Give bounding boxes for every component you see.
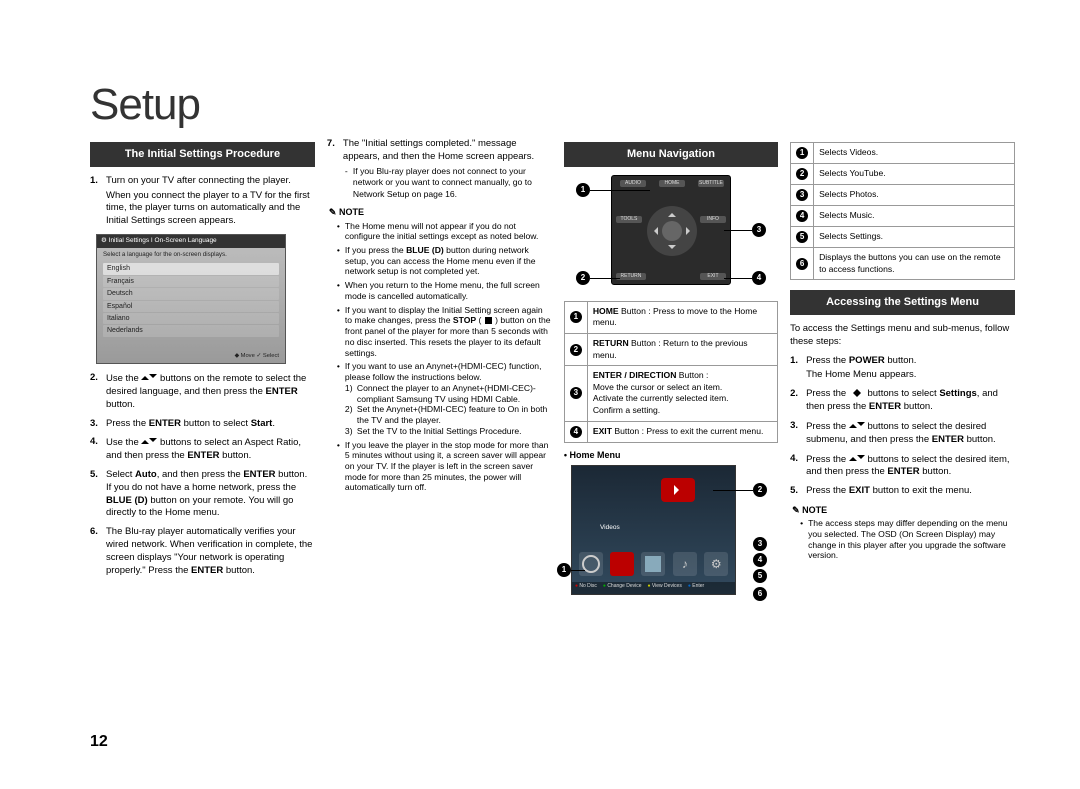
remote-diagram: AUDIO HOME SUBTITLE TOOLS INFO RETURN EX…: [576, 175, 766, 295]
page-title: Setup: [90, 80, 1015, 130]
heading-initial-settings: The Initial Settings Procedure: [90, 142, 315, 167]
note2-b1: The access steps may differ depending on…: [800, 518, 1015, 561]
home-menu-table: 1Selects Videos. 2Selects YouTube. 3Sele…: [790, 142, 1015, 280]
step-7: 7. The "Initial settings completed." mes…: [327, 138, 552, 200]
callout-4: 4: [752, 271, 766, 285]
table-row: 1HOME Button : Press to move to the Home…: [564, 301, 777, 333]
lang-opt: Nederlands: [103, 325, 279, 336]
initial-settings-steps-cont2: 7. The "Initial settings completed." mes…: [327, 138, 552, 200]
hm-callout-6: 6: [753, 587, 767, 601]
return-button: RETURN: [616, 273, 646, 280]
remote-control-icon: AUDIO HOME SUBTITLE TOOLS INFO RETURN EX…: [611, 175, 731, 285]
subtitle-button: SUBTITLE: [698, 180, 724, 187]
note-b3: When you return to the Home menu, the fu…: [337, 280, 552, 301]
exit-button: EXIT: [700, 273, 726, 280]
heading-accessing: Accessing the Settings Menu: [790, 290, 1015, 315]
initial-settings-steps: 1. Turn on your TV after connecting the …: [90, 175, 315, 228]
content-columns: The Initial Settings Procedure 1. Turn o…: [90, 138, 1015, 615]
info-button: INFO: [700, 216, 726, 223]
table-row: 3ENTER / DIRECTION Button :Move the curs…: [564, 366, 777, 421]
astep-3: 3. Press the buttons to select the desir…: [790, 420, 1015, 447]
manual-page: Setup The Initial Settings Procedure 1. …: [0, 0, 1080, 789]
initial-settings-steps-cont: 2. Use the buttons on the remote to sele…: [90, 372, 315, 577]
home-button: HOME: [659, 180, 685, 187]
callout-1: 1: [576, 183, 590, 197]
step-1: 1. Turn on your TV after connecting the …: [90, 175, 315, 228]
column-3: Menu Navigation AUDIO HOME SUBTITLE TOOL…: [564, 138, 778, 615]
table-row: 2RETURN Button : Return to the previous …: [564, 334, 777, 366]
note-b1: The Home menu will not appear if you do …: [337, 221, 552, 242]
callout-2: 2: [576, 271, 590, 285]
lang-opt: Deutsch: [103, 288, 279, 299]
home-menu-screenshot: Videos No Disc Change Device View Device…: [571, 465, 736, 595]
step-4: 4. Use the buttons to select an Aspect R…: [90, 436, 315, 463]
column-1: The Initial Settings Procedure 1. Turn o…: [90, 138, 315, 615]
youtube-icon: [661, 478, 695, 502]
audio-button: AUDIO: [620, 180, 646, 187]
step-7-dash: If you Blu-ray player does not connect t…: [343, 166, 552, 201]
dpad-icon: [647, 206, 697, 256]
astep-4: 4. Press the buttons to select the desir…: [790, 453, 1015, 480]
note-bullets-2: The access steps may differ depending on…: [790, 518, 1015, 561]
note-b5: If you want to use an Anynet+(HDMI-CEC) …: [337, 361, 552, 436]
lang-opt: Italiano: [103, 313, 279, 324]
note-label-2: NOTE: [792, 504, 1015, 516]
column-4: 1Selects Videos. 2Selects YouTube. 3Sele…: [790, 138, 1015, 615]
accessing-steps: 1. Press the POWER button. The Home Menu…: [790, 355, 1015, 498]
table-row: 6Displays the buttons you can use on the…: [791, 248, 1015, 280]
table-row: 4EXIT Button : Press to exit the current…: [564, 421, 777, 442]
column-2: 7. The "Initial settings completed." mes…: [327, 138, 552, 615]
videos-label: Videos: [600, 524, 620, 533]
accessing-intro: To access the Settings menu and sub-menu…: [790, 323, 1015, 349]
page-number: 12: [90, 733, 108, 751]
note-b6: If you leave the player in the stop mode…: [337, 440, 552, 494]
hm-callout-4: 4: [753, 553, 767, 567]
langbox-header: ⚙ Initial Settings I On-Screen Language: [97, 235, 285, 248]
note-bullets: The Home menu will not appear if you do …: [327, 221, 552, 494]
step-3: 3. Press the ENTER button to select Star…: [90, 418, 315, 431]
photos-icon: [641, 552, 665, 576]
step-6: 6. The Blu-ray player automatically veri…: [90, 526, 315, 577]
videos-icon: [579, 552, 603, 576]
heading-menu-nav: Menu Navigation: [564, 142, 778, 167]
step-5: 5. Select Auto, and then press the ENTER…: [90, 469, 315, 520]
astep-1: 1. Press the POWER button. The Home Menu…: [790, 355, 1015, 383]
note-label: NOTE: [329, 206, 552, 218]
settings-icon: [704, 552, 728, 576]
lang-opt: English: [103, 263, 279, 274]
callout-3: 3: [752, 223, 766, 237]
note-b2: If you press the BLUE (D) button during …: [337, 245, 552, 277]
langbox-footer: ◆ Move ✓ Select: [235, 353, 279, 361]
hm-callout-3: 3: [753, 537, 767, 551]
table-row: 4Selects Music.: [791, 206, 1015, 227]
lang-opt: Español: [103, 301, 279, 312]
langbox-instruction: Select a language for the on-screen disp…: [97, 248, 285, 262]
step-2: 2. Use the buttons on the remote to sele…: [90, 372, 315, 411]
remote-button-table: 1HOME Button : Press to move to the Home…: [564, 301, 778, 443]
hm-callout-1: 1: [557, 563, 571, 577]
lang-opt: Français: [103, 276, 279, 287]
home-menu-label: Home Menu: [564, 449, 778, 461]
table-row: 5Selects Settings.: [791, 227, 1015, 248]
tools-button: TOOLS: [616, 216, 642, 223]
astep-2: 2. Press the buttons to select Settings,…: [790, 388, 1015, 414]
youtube-small-icon: [610, 552, 634, 576]
astep-5: 5. Press the EXIT button to exit the men…: [790, 485, 1015, 498]
table-row: 1Selects Videos.: [791, 143, 1015, 164]
music-icon: [673, 552, 697, 576]
home-footer: No Disc Change Device View Devices Enter: [572, 582, 735, 594]
hm-callout-2: 2: [753, 483, 767, 497]
hm-callout-5: 5: [753, 569, 767, 583]
table-row: 2Selects YouTube.: [791, 164, 1015, 185]
language-screenshot: ⚙ Initial Settings I On-Screen Language …: [96, 234, 286, 364]
table-row: 3Selects Photos.: [791, 185, 1015, 206]
note-b4: If you want to display the Initial Setti…: [337, 305, 552, 359]
home-menu-diagram: Videos No Disc Change Device View Device…: [571, 465, 771, 615]
stop-icon: [485, 317, 492, 324]
